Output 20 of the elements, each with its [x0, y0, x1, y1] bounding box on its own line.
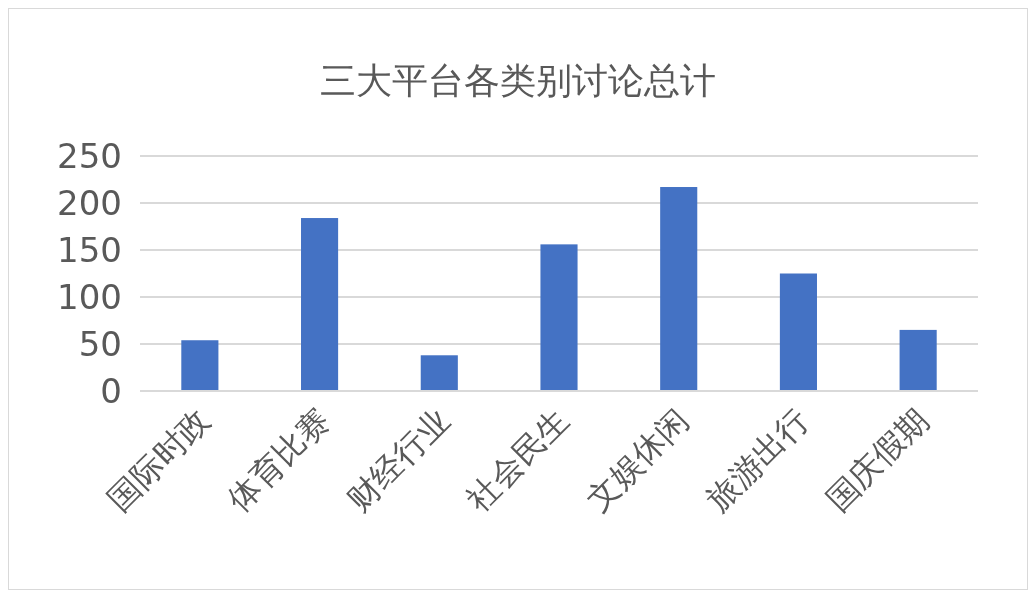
y-tick-label: 250	[57, 135, 122, 176]
bar	[779, 273, 817, 391]
x-tick-label: 体育比赛	[219, 400, 338, 519]
x-tick-label: 财经行业	[339, 400, 457, 519]
x-tick-label: 社会民生	[459, 400, 577, 519]
y-tick-label: 200	[57, 182, 122, 223]
bar	[899, 329, 937, 391]
x-tick-label: 国庆假期	[818, 400, 936, 519]
y-tick-label: 50	[78, 323, 122, 364]
bar	[181, 340, 219, 391]
y-tick-label: 100	[57, 276, 122, 317]
y-tick-label: 0	[100, 370, 122, 411]
bar	[301, 218, 339, 391]
bar	[420, 355, 458, 391]
chart-title: 三大平台各类别讨论总计	[320, 60, 716, 101]
bar	[540, 244, 578, 391]
bar	[660, 187, 698, 391]
y-tick-label: 150	[57, 229, 122, 270]
x-tick-label: 文娱休闲	[578, 400, 697, 519]
x-tick-label: 旅游出行	[698, 400, 817, 519]
